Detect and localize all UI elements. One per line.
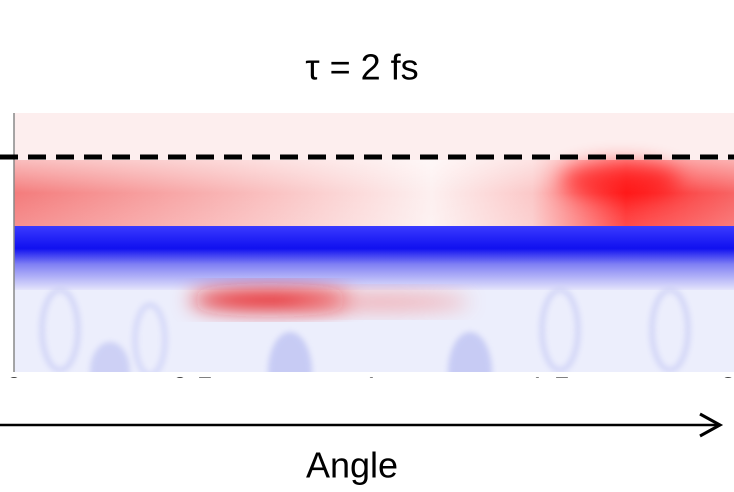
heatmap [14, 113, 734, 372]
x-axis-label: Angle [306, 445, 398, 486]
x-tick-labels: 0 0.5 1 1.5 2 [6, 372, 734, 405]
heatmap-pattern [39, 287, 691, 372]
x-tick-label: 1 [363, 372, 380, 405]
heatmap-band [14, 226, 734, 290]
chart-title: τ = 2 fs [305, 47, 418, 88]
x-tick-label: 0 [6, 372, 23, 405]
x-tick-label: 2 [720, 372, 734, 405]
arrow-head [699, 412, 724, 438]
x-tick-label: 1.5 [529, 372, 571, 405]
heatmap-band [14, 113, 734, 160]
x-tick-label: 0.5 [172, 372, 214, 405]
heatmap-hotspot [290, 294, 470, 310]
heatmap-hotspot [560, 162, 680, 198]
